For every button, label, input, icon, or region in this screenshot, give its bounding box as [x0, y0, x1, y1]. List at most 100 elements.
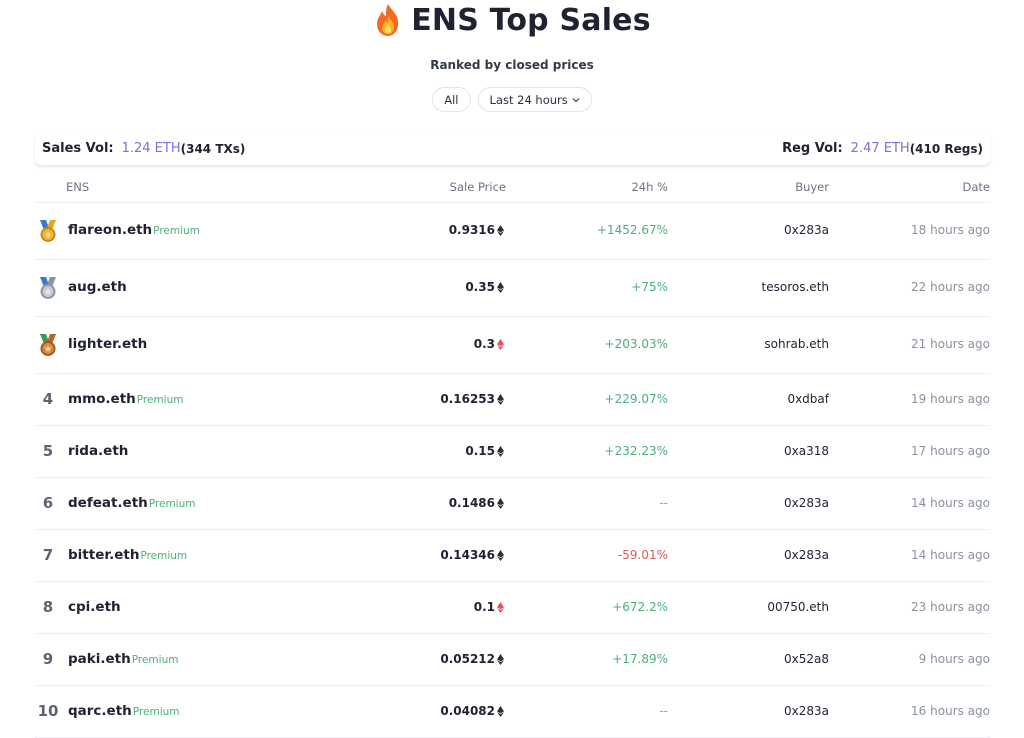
change-24h: +17.89%: [612, 652, 668, 666]
reg-volume-label: Reg Vol:: [782, 141, 843, 156]
eth-icon: [497, 393, 504, 405]
sale-price-value: 0.05212: [440, 652, 495, 666]
ens-name-link[interactable]: rida.eth: [68, 443, 129, 459]
buyer-link[interactable]: 0xa318: [784, 444, 829, 458]
premium-badge: Premium: [132, 706, 180, 718]
change-24h: --: [659, 496, 668, 510]
table-row[interactable]: lighter.eth 0.3 +203.03% sohrab.eth 21 hours…: [35, 317, 990, 374]
table-row[interactable]: 6 defeat.eth Premium 0.1486 -- 0x283a 14 hours…: [35, 478, 990, 530]
change-24h: +75%: [631, 280, 668, 294]
ens-name-link[interactable]: flareon.eth: [68, 222, 153, 238]
sale-price-value: 0.35: [465, 280, 495, 294]
buyer-link[interactable]: tesoros.eth: [761, 280, 829, 294]
fire-icon: [377, 4, 399, 36]
eth-icon: [497, 497, 504, 509]
weth-icon: [497, 338, 504, 350]
ens-name-link[interactable]: qarc.eth: [68, 703, 132, 719]
table-row[interactable]: 5 rida.eth 0.15 +232.23% 0xa318 17 hours ago: [35, 426, 990, 478]
rank-number: 10: [37, 702, 59, 720]
sales-volume: Sales Vol: 1.24 ETH (344 TXs): [42, 141, 245, 156]
change-24h: -59.01%: [617, 548, 668, 562]
sale-date: 18 hours ago: [911, 223, 990, 237]
rank-number: 6: [42, 494, 54, 512]
premium-badge: Premium: [136, 394, 184, 406]
ens-name-cell: qarc.eth Premium: [68, 703, 180, 719]
filter-bar: All Last 24 hours: [0, 87, 1024, 112]
rank-number: 7: [42, 546, 54, 564]
table-row[interactable]: flareon.eth Premium 0.9316 +1452.67% 0x283a 1…: [35, 203, 990, 260]
buyer-link[interactable]: sohrab.eth: [764, 337, 829, 351]
category-filter-button[interactable]: All: [432, 87, 471, 112]
column-header-buyer: Buyer: [795, 180, 829, 194]
ens-name-link[interactable]: defeat.eth: [68, 495, 148, 511]
ens-name-cell: lighter.eth: [68, 336, 147, 352]
table-row[interactable]: 8 cpi.eth 0.1 +672.2% 00750.eth 23 hours ago: [35, 582, 990, 634]
gold-medal-icon: [40, 220, 56, 242]
page-title: ENS Top Sales: [411, 2, 651, 38]
rank-number: 9: [42, 650, 54, 668]
sale-price: 0.15: [465, 444, 504, 458]
sale-price-value: 0.1: [473, 600, 495, 614]
buyer-link[interactable]: 0x283a: [784, 548, 829, 562]
chevron-down-icon: [572, 97, 580, 102]
column-header-ens: ENS: [66, 180, 90, 194]
sales-volume-value: 1.24 ETH: [121, 141, 181, 156]
table-row[interactable]: 4 mmo.eth Premium 0.16253 +229.07% 0xdbaf 19 h…: [35, 374, 990, 426]
ens-name-link[interactable]: bitter.eth: [68, 547, 140, 563]
period-filter-dropdown[interactable]: Last 24 hours: [477, 87, 592, 112]
sale-date: 23 hours ago: [911, 600, 990, 614]
sale-price-value: 0.14346: [440, 548, 495, 562]
table-row[interactable]: 7 bitter.eth Premium 0.14346 -59.01% 0x283a 14…: [35, 530, 990, 582]
page-subtitle: Ranked by closed prices: [430, 58, 594, 72]
sale-price: 0.35: [465, 280, 504, 294]
sale-price-value: 0.3: [473, 337, 495, 351]
eth-icon: [497, 281, 504, 293]
ens-name-cell: bitter.eth Premium: [68, 547, 187, 563]
weth-icon: [497, 601, 504, 613]
buyer-link[interactable]: 0x283a: [784, 704, 829, 718]
table-row[interactable]: 9 paki.eth Premium 0.05212 +17.89% 0x52a8 9 ho…: [35, 634, 990, 686]
change-24h: +232.23%: [604, 444, 668, 458]
buyer-link[interactable]: 0x283a: [784, 223, 829, 237]
premium-badge: Premium: [140, 550, 188, 562]
reg-volume-count: (410 Regs): [909, 141, 983, 156]
ens-name-link[interactable]: aug.eth: [68, 279, 127, 295]
sale-price: 0.1: [474, 600, 504, 614]
table-row[interactable]: 10 qarc.eth Premium 0.04082 -- 0x283a 16 hours…: [35, 686, 990, 738]
buyer-link[interactable]: 0xdbaf: [787, 392, 829, 406]
sale-date: 22 hours ago: [911, 280, 990, 294]
sale-price: 0.9316: [449, 223, 504, 237]
eth-icon: [497, 653, 504, 665]
sale-price-value: 0.15: [465, 444, 495, 458]
sale-price: 0.05212: [440, 652, 504, 666]
ens-name-cell: paki.eth Premium: [68, 651, 178, 667]
premium-badge: Premium: [131, 654, 179, 666]
volume-summary-card: Sales Vol: 1.24 ETH (344 TXs) Reg Vol: 2…: [35, 132, 990, 165]
rank-number: 8: [42, 598, 54, 616]
category-filter-label: All: [444, 92, 459, 107]
table-row[interactable]: aug.eth 0.35 +75% tesoros.eth 22 hours ago: [35, 260, 990, 317]
premium-badge: Premium: [148, 498, 196, 510]
buyer-link[interactable]: 0x283a: [784, 496, 829, 510]
change-24h: +229.07%: [604, 392, 668, 406]
rank-number: 5: [42, 442, 54, 460]
buyer-link[interactable]: 00750.eth: [767, 600, 829, 614]
sale-price: 0.1486: [449, 496, 504, 510]
buyer-link[interactable]: 0x52a8: [784, 652, 829, 666]
sales-volume-count: (344 TXs): [180, 141, 246, 156]
sale-date: 14 hours ago: [911, 548, 990, 562]
column-header-price: Sale Price: [449, 180, 506, 194]
sale-price: 0.04082: [440, 704, 504, 718]
reg-volume-value: 2.47 ETH: [850, 141, 910, 156]
ens-name-link[interactable]: paki.eth: [68, 651, 131, 667]
bronze-medal-icon: [40, 334, 56, 356]
period-filter-label: Last 24 hours: [489, 92, 568, 107]
ens-name-cell: mmo.eth Premium: [68, 391, 184, 407]
eth-icon: [497, 549, 504, 561]
eth-icon: [497, 705, 504, 717]
ens-name-cell: flareon.eth Premium: [68, 222, 200, 238]
ens-name-link[interactable]: cpi.eth: [68, 599, 121, 615]
ens-name-link[interactable]: mmo.eth: [68, 391, 136, 407]
sale-price-value: 0.1486: [448, 496, 495, 510]
ens-name-link[interactable]: lighter.eth: [68, 336, 148, 352]
